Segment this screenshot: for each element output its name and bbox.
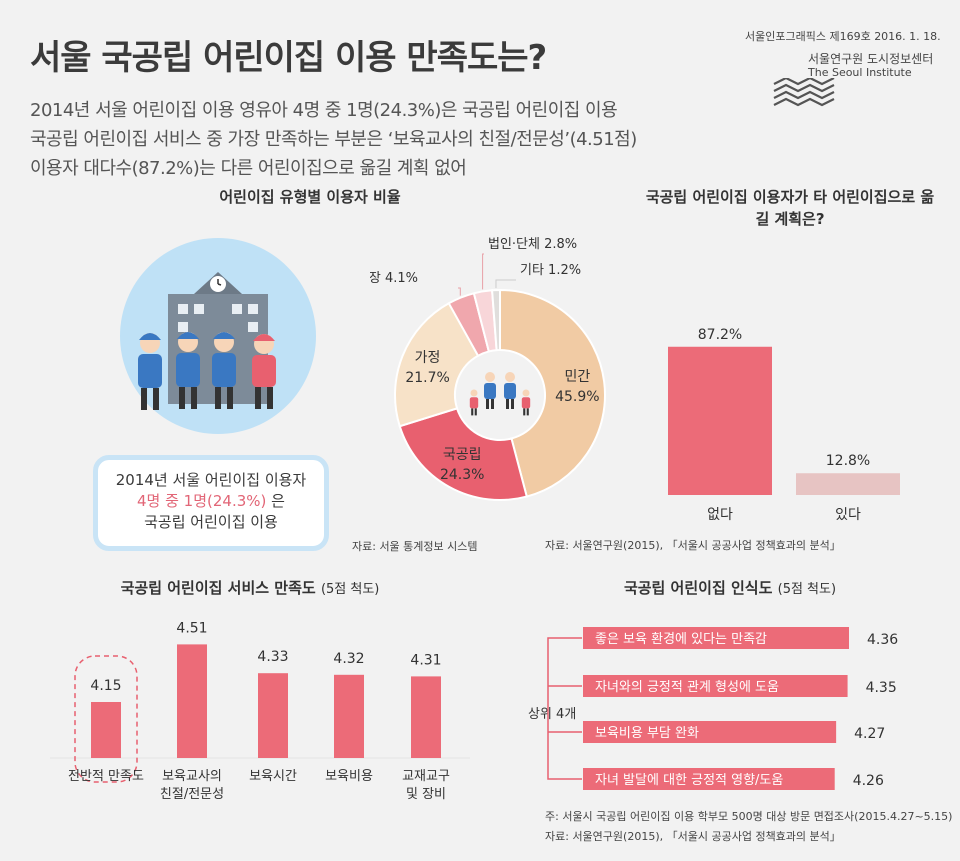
donut-slice-1 bbox=[398, 407, 528, 501]
satisfaction-title-text: 국공립 어린이집 서비스 만족도 bbox=[120, 579, 316, 597]
recognition-label-2: 보육비용 부담 완화 bbox=[595, 726, 699, 741]
donut-slice-5 bbox=[491, 288, 501, 352]
recognition-title-text: 국공립 어린이집 인식도 bbox=[623, 579, 773, 597]
recognition-value-2: 4.27 bbox=[854, 726, 885, 742]
intro-line-3: 이용자 대다수(87.2%)는 다른 어린이집으로 옮길 계획 없어 bbox=[30, 158, 467, 179]
satisfaction-value-3: 4.32 bbox=[333, 651, 364, 667]
move-bar-value-1: 12.8% bbox=[826, 453, 870, 469]
satisfaction-bar-3 bbox=[334, 674, 364, 758]
move-chart-title: 국공립 어린이집 이용자가 타 어린이집으로 옮길 계획은? bbox=[645, 188, 935, 228]
recognition-value-1: 4.35 bbox=[866, 680, 897, 696]
donut-label-2: 가정 bbox=[415, 350, 441, 366]
callout-line-1: 2014년 서울 어린이집 이용자 bbox=[115, 471, 307, 489]
move-bar-chart: 87.2% 없다 12.8% 있다 bbox=[668, 327, 900, 523]
donut-chart: 민간 45.9% 국공립 24.3% 가정 21.7% 직장 4.1% 법인·단체 2.8% 기… bbox=[370, 237, 606, 501]
donut-value-1: 24.3% bbox=[440, 467, 484, 483]
donut-label-1: 국공립 bbox=[443, 447, 482, 463]
satisfaction-value-0: 4.15 bbox=[90, 678, 121, 694]
satisfaction-label-1-1: 친절/전문성 bbox=[160, 787, 224, 802]
recognition-bracket bbox=[547, 637, 582, 780]
satisfaction-label-1-0: 보육교사의 bbox=[162, 769, 222, 784]
family-icon bbox=[469, 372, 531, 416]
satisfaction-bar-4 bbox=[411, 676, 441, 758]
callout-box: 2014년 서울 어린이집 이용자 4명 중 1명(24.3%) 은 국공립 어… bbox=[93, 455, 329, 551]
page-title: 서울 국공립 어린이집 이용 만족도는? bbox=[30, 38, 547, 78]
donut-label-0: 민간 bbox=[564, 369, 590, 385]
institute-logo-icon bbox=[773, 78, 835, 107]
donut-leader-3 bbox=[458, 287, 461, 296]
satisfaction-bar-0 bbox=[91, 702, 121, 758]
move-bar-value-0: 87.2% bbox=[698, 327, 742, 343]
callout-line-2: 4명 중 1명(24.3%) 은 bbox=[98, 491, 324, 512]
satisfaction-value-2: 4.33 bbox=[257, 649, 288, 665]
recognition-bar-chart: 좋은 보육 환경에 있다는 만족감 4.36 자녀와의 긍정적 관계 형성에 도움 4… bbox=[547, 627, 898, 790]
move-bar-label-1: 있다 bbox=[835, 507, 861, 523]
satisfaction-label-2-0: 보육시간 bbox=[249, 769, 297, 784]
recognition-bar-3 bbox=[583, 768, 835, 790]
intro-line-1: 2014년 서울 어린이집 이용 영유아 4명 중 1명(24.3%)은 국공립… bbox=[30, 100, 618, 121]
donut-slice-2 bbox=[394, 301, 480, 428]
recognition-chart-title: 국공립 어린이집 인식도 (5점 척도) bbox=[560, 577, 900, 598]
recognition-label-0: 좋은 보육 환경에 있다는 만족감 bbox=[595, 632, 767, 647]
callout-highlight: 4명 중 1명(24.3%) bbox=[137, 492, 267, 510]
recognition-source: 자료: 서울연구원(2015), 「서울시 공공사업 정책효과의 분석」 bbox=[545, 830, 841, 843]
donut-source: 자료: 서울 통계정보 시스템 bbox=[352, 540, 478, 553]
recognition-bar-0 bbox=[583, 627, 849, 649]
move-bar-0 bbox=[668, 346, 772, 495]
satisfaction-value-1: 4.51 bbox=[176, 620, 207, 636]
move-source: 자료: 서울연구원(2015), 「서울시 공공사업 정책효과의 분석」 bbox=[545, 539, 841, 552]
donut-chart-title: 어린이집 유형별 이용자 비율 bbox=[219, 188, 401, 206]
recognition-group-label: 상위 4개 bbox=[528, 707, 577, 722]
issue-label: 서울인포그래픽스 제169호 2016. 1. 18. bbox=[745, 30, 941, 43]
satisfaction-bar-1 bbox=[177, 644, 207, 758]
donut-outer-label-5: 기타 1.2% bbox=[520, 263, 581, 278]
move-bar-label-0: 없다 bbox=[707, 507, 733, 523]
move-bar-1 bbox=[796, 473, 900, 495]
recognition-label-1: 자녀와의 긍정적 관계 형성에 도움 bbox=[595, 680, 779, 695]
recognition-value-0: 4.36 bbox=[867, 632, 898, 648]
recognition-value-3: 4.26 bbox=[853, 773, 884, 789]
recognition-bar-2 bbox=[583, 721, 837, 743]
satisfaction-label-0-0: 전반적 만족도 bbox=[68, 769, 144, 784]
callout-suffix: 은 bbox=[271, 492, 285, 510]
satisfaction-value-4: 4.31 bbox=[410, 652, 441, 668]
institute-name-en: The Seoul Institute bbox=[808, 66, 912, 79]
satisfaction-label-4-0: 교재교구 bbox=[402, 769, 450, 784]
children-school-illustration bbox=[120, 238, 316, 434]
recognition-bar-1 bbox=[583, 675, 848, 697]
donut-value-0: 45.9% bbox=[555, 389, 599, 405]
satisfaction-subtitle: (5점 척도) bbox=[320, 582, 380, 597]
donut-value-2: 21.7% bbox=[405, 370, 449, 386]
donut-leader-4 bbox=[482, 253, 484, 290]
satisfaction-chart-title: 국공립 어린이집 서비스 만족도 (5점 척도) bbox=[80, 577, 420, 598]
donut-leader-5 bbox=[495, 279, 516, 289]
recognition-subtitle: (5점 척도) bbox=[777, 582, 837, 597]
satisfaction-label-4-1: 및 장비 bbox=[406, 787, 446, 802]
recognition-label-3: 자녀 발달에 대한 긍정적 영향/도움 bbox=[595, 773, 783, 788]
donut-outer-label-4: 법인·단체 2.8% bbox=[488, 237, 577, 252]
satisfaction-highlight bbox=[74, 655, 138, 783]
donut-slice-0 bbox=[499, 288, 606, 498]
institute-name: 서울연구원 도시정보센터 bbox=[808, 52, 934, 66]
callout-line-3: 국공립 어린이집 이용 bbox=[144, 513, 278, 531]
intro-line-2: 국공립 어린이집 서비스 중 가장 만족하는 부분은 ‘보육교사의 친절/전문성… bbox=[30, 129, 637, 150]
satisfaction-label-3-0: 보육비용 bbox=[325, 769, 373, 784]
donut-outer-label-3: 직장 4.1% bbox=[370, 271, 418, 286]
satisfaction-bar-2 bbox=[258, 673, 288, 758]
survey-note: 주: 서울시 국공립 어린이집 이용 학부모 500명 대상 방문 면접조사(2… bbox=[545, 810, 953, 823]
